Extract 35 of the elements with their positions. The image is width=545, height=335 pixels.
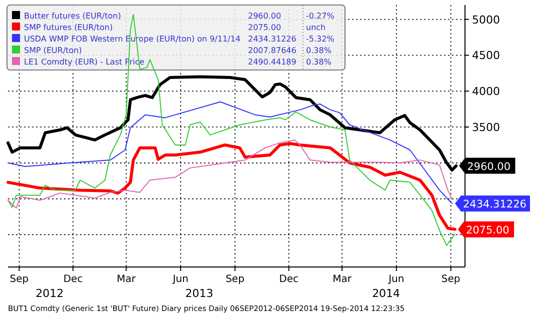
annotation: 2434.31226 [248,34,296,44]
text: 2013 [185,287,214,300]
annotation: 0.38% [306,58,332,66]
line-series [8,101,452,204]
data-label: 2960.00 [467,160,511,173]
legend-label: SMP (EUR/ton) [24,46,82,55]
x-tick-label: Sep [441,274,460,285]
annotation: 0.38% [306,46,332,55]
y-tick-label: 4000 [472,85,500,98]
y-tick-label: 4500 [472,49,500,62]
legend-label: Butter futures (EUR/ton) [24,12,121,20]
text: 2014 [372,287,400,300]
annotation: -5.32% [306,34,335,44]
annotation: 2960.00 [248,12,282,20]
line-series [8,14,456,246]
x-tick-label: Mar [332,274,352,285]
legend-label: SMP futures (EUR/ton) [24,23,113,32]
line-series [8,139,452,209]
annotation: unch [306,23,326,32]
x-tick-label: Dec [279,274,298,285]
y-tick-label: 5000 [472,13,500,26]
x-tick-label: Sep [226,274,244,285]
x-tick-label: Mar [116,274,137,285]
annotation: -0.27% [306,12,335,20]
text: 2012 [36,287,64,300]
annotation: 2490.44189 [248,58,296,66]
annotation: 2007.87646 [248,46,296,55]
data-label: 2075.00 [466,224,510,236]
x-tick-label: Dec [63,274,83,285]
annotation: 2075.00 [248,23,282,32]
x-tick-label: Jun [388,274,404,285]
x-tick-label: Jun [172,274,188,285]
data-label: 2434.31226 [462,198,527,211]
x-tick-label: Sep [10,274,29,285]
y-tick-label: 3500 [472,121,500,134]
